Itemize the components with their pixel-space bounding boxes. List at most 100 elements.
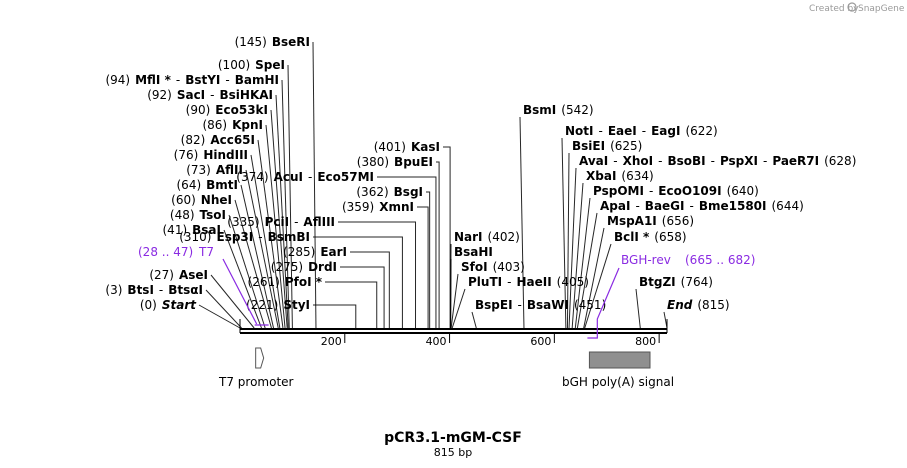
enzyme-name[interactable]: NarI	[454, 230, 483, 244]
enzyme-name[interactable]: BstYI	[185, 73, 220, 87]
enzyme-name[interactable]: Esp3I	[217, 230, 254, 244]
enzyme-name[interactable]: DrdI	[308, 260, 337, 274]
enzyme-name[interactable]: AcuI	[274, 170, 303, 184]
enzyme-name[interactable]: BsmBI	[268, 230, 310, 244]
site-position[interactable]: (100)	[218, 58, 250, 72]
site-position[interactable]: (0)	[140, 298, 157, 312]
site-position[interactable]: (634)	[621, 169, 653, 183]
enzyme-name[interactable]: Eco53kI	[215, 103, 268, 117]
enzyme-name[interactable]: AseI	[179, 268, 208, 282]
site-position[interactable]: (94)	[105, 73, 130, 87]
enzyme-name[interactable]: MflI *	[135, 73, 171, 87]
enzyme-name[interactable]: AflIII	[303, 215, 335, 229]
site-position[interactable]: (451)	[574, 298, 606, 312]
site-position[interactable]: (335)	[227, 215, 259, 229]
site-position[interactable]: (656)	[662, 214, 694, 228]
enzyme-name[interactable]: BaeGI	[645, 199, 685, 213]
site-position[interactable]: (405)	[557, 275, 589, 289]
enzyme-name[interactable]: PaeR7I	[772, 154, 819, 168]
enzyme-name[interactable]: TsoI	[200, 208, 226, 222]
enzyme-name[interactable]: BtgZI	[639, 275, 676, 289]
enzyme-name[interactable]: BsoBI	[667, 154, 705, 168]
enzyme-name[interactable]: XbaI	[586, 169, 616, 183]
enzyme-name[interactable]: XmnI	[379, 200, 414, 214]
feature-bgh-polya[interactable]: bGH poly(A) signal	[562, 351, 674, 389]
site-position[interactable]: (3)	[105, 283, 122, 297]
enzyme-name[interactable]: EaeI	[608, 124, 637, 138]
enzyme-name[interactable]: Acc65I	[210, 133, 255, 147]
site-position[interactable]: (86)	[202, 118, 227, 132]
site-position[interactable]: (285)	[283, 245, 315, 259]
enzyme-name[interactable]: PspXI	[720, 154, 758, 168]
site-position[interactable]: (41)	[163, 223, 188, 237]
site-position[interactable]: (82)	[181, 133, 206, 147]
enzyme-name[interactable]: BsaHI	[454, 245, 493, 259]
enzyme-name[interactable]: NotI	[565, 124, 594, 138]
enzyme-name[interactable]: BsiEI	[572, 139, 605, 153]
site-position[interactable]: (221)	[246, 298, 278, 312]
enzyme-name[interactable]: Start	[162, 298, 197, 312]
feature-t7-promoter[interactable]: T7 promoter	[218, 347, 294, 389]
site-position[interactable]: (658)	[654, 230, 686, 244]
enzyme-name[interactable]: BamHI	[235, 73, 279, 87]
enzyme-name[interactable]: BsaWI	[527, 298, 569, 312]
primer-bgh-rev[interactable]: BGH-rev (665 .. 682)	[587, 253, 755, 339]
site-position[interactable]: (362)	[356, 185, 388, 199]
enzyme-name[interactable]: PciI	[265, 215, 290, 229]
enzyme-name[interactable]: BsgI	[394, 185, 423, 199]
enzyme-name[interactable]: HindIII	[203, 148, 248, 162]
enzyme-name[interactable]: AvaI	[579, 154, 608, 168]
primer-t7[interactable]: (28 .. 47) T7	[138, 245, 269, 326]
site-position[interactable]: (145)	[235, 35, 267, 49]
enzyme-name[interactable]: NheI	[201, 193, 232, 207]
enzyme-name[interactable]: PspOMI	[593, 184, 644, 198]
site-position[interactable]: (628)	[824, 154, 856, 168]
enzyme-name[interactable]: EagI	[651, 124, 680, 138]
site-position[interactable]: (90)	[186, 103, 211, 117]
enzyme-name[interactable]: BtsαI	[168, 283, 203, 297]
enzyme-name[interactable]: XhoI	[623, 154, 654, 168]
site-position[interactable]: (48)	[170, 208, 195, 222]
enzyme-name[interactable]: AflII	[216, 163, 243, 177]
enzyme-name[interactable]: End	[667, 298, 693, 312]
enzyme-name[interactable]: BmtI	[206, 178, 238, 192]
site-position[interactable]: (92)	[147, 88, 172, 102]
site-position[interactable]: (401)	[374, 140, 406, 154]
enzyme-name[interactable]: EarI	[320, 245, 347, 259]
site-position[interactable]: (542)	[561, 103, 593, 117]
site-position[interactable]: (625)	[610, 139, 642, 153]
site-position[interactable]: (622)	[685, 124, 717, 138]
enzyme-name[interactable]: Bme1580I	[699, 199, 767, 213]
enzyme-name[interactable]: EcoO109I	[658, 184, 721, 198]
enzyme-name[interactable]: KpnI	[232, 118, 263, 132]
enzyme-name[interactable]: BsaI	[192, 223, 221, 237]
site-position[interactable]: (27)	[149, 268, 174, 282]
site-position[interactable]: (402)	[488, 230, 520, 244]
enzyme-name[interactable]: BtsI	[127, 283, 154, 297]
enzyme-name[interactable]: PfoI *	[285, 275, 323, 289]
site-position[interactable]: (815)	[697, 298, 729, 312]
enzyme-name[interactable]: BspEI	[475, 298, 513, 312]
site-position[interactable]: (640)	[727, 184, 759, 198]
site-position[interactable]: (310)	[179, 230, 211, 244]
site-position[interactable]: (380)	[357, 155, 389, 169]
site-position[interactable]: (261)	[248, 275, 280, 289]
enzyme-name[interactable]: SacI	[177, 88, 205, 102]
enzyme-name[interactable]: BsmI	[523, 103, 556, 117]
enzyme-name[interactable]: PluTI	[468, 275, 502, 289]
site-position[interactable]: (359)	[342, 200, 374, 214]
enzyme-name[interactable]: SfoI	[461, 260, 488, 274]
enzyme-name[interactable]: SpeI	[255, 58, 285, 72]
enzyme-name[interactable]: HaeII	[516, 275, 551, 289]
enzyme-name[interactable]: Eco57MI	[317, 170, 374, 184]
enzyme-name[interactable]: BsiHKAI	[220, 88, 274, 102]
site-position[interactable]: (76)	[174, 148, 199, 162]
site-position[interactable]: (403)	[493, 260, 525, 274]
site-position[interactable]: (644)	[772, 199, 804, 213]
enzyme-name[interactable]: BpuEI	[394, 155, 433, 169]
enzyme-name[interactable]: MspA1I	[607, 214, 657, 228]
site-position[interactable]: (73)	[186, 163, 211, 177]
site-position[interactable]: (374)	[236, 170, 268, 184]
site-position[interactable]: (275)	[271, 260, 303, 274]
enzyme-name[interactable]: BseRI	[272, 35, 310, 49]
